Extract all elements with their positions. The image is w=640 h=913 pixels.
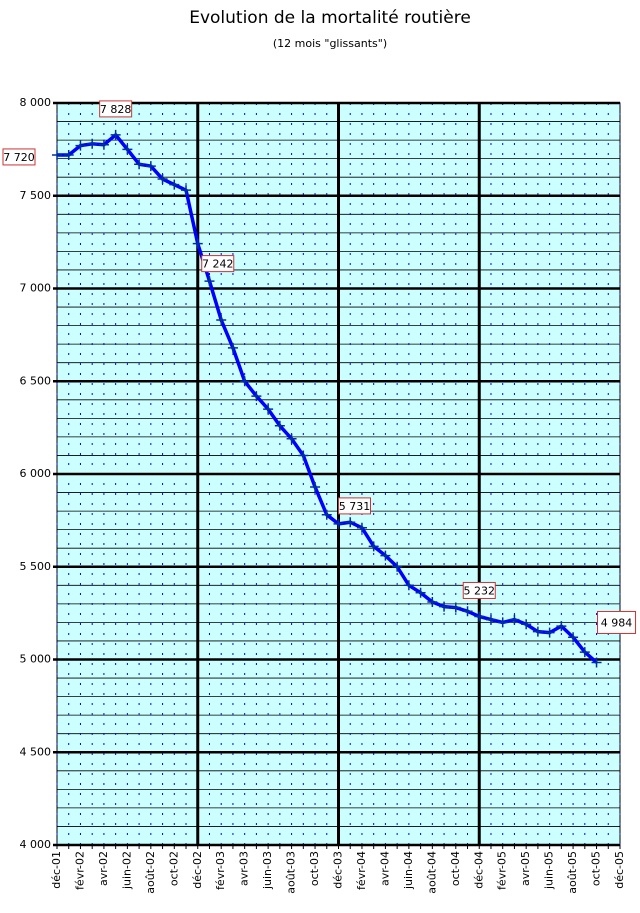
y-tick-label: 5 000: [20, 653, 52, 666]
point-marker: [474, 611, 485, 622]
label-box: [2, 148, 36, 166]
point-marker: [497, 617, 508, 628]
point-marker: [192, 238, 203, 249]
point-marker: [485, 614, 496, 625]
x-tick-label: août-02: [144, 851, 157, 894]
x-tick-label: août-05: [566, 851, 579, 894]
chart-title: Evolution de la mortalité routière: [189, 8, 471, 28]
point-marker: [556, 621, 567, 632]
point-marker: [87, 138, 98, 149]
point-marker: [251, 391, 262, 402]
point-marker: [544, 627, 555, 638]
label-box: [597, 610, 637, 634]
x-tick-label: févr-04: [355, 851, 368, 890]
x-tick-label: déc-05: [613, 851, 626, 889]
x-tick-label: juin-02: [120, 851, 133, 890]
label-box: [99, 100, 133, 118]
point-marker: [263, 404, 274, 415]
x-tick-label: déc-03: [332, 851, 345, 889]
point-marker: [204, 276, 215, 287]
x-tick-label: oct-02: [167, 851, 180, 886]
y-tick-label: 7 500: [20, 189, 52, 202]
x-tick-label: juin-03: [261, 851, 274, 890]
point-marker: [310, 481, 321, 492]
point-marker: [368, 541, 379, 552]
y-tick-label: 4 500: [20, 745, 52, 758]
point-marker: [333, 518, 344, 529]
label-box: [338, 497, 371, 515]
point-marker: [450, 602, 461, 613]
x-tick-label: août-04: [425, 851, 438, 894]
x-tick-label: déc-01: [50, 851, 63, 889]
y-tick-label: 8 000: [20, 96, 52, 109]
x-tick-label: avr-02: [97, 851, 110, 886]
point-marker: [52, 149, 62, 160]
point-marker: [274, 420, 285, 431]
x-tick-label: août-03: [285, 851, 298, 894]
x-tick-label: avr-03: [238, 851, 251, 886]
point-marker: [157, 174, 168, 185]
point-marker: [579, 647, 590, 658]
x-tick-label: févr-05: [496, 851, 509, 890]
point-marker: [239, 376, 250, 387]
point-marker: [145, 161, 156, 172]
data-label: 7 720: [3, 151, 35, 164]
point-marker: [427, 596, 438, 607]
point-marker: [298, 450, 309, 461]
point-marker: [392, 561, 403, 572]
point-marker: [356, 522, 367, 533]
y-tick-label: 6 000: [20, 467, 52, 480]
point-marker: [134, 159, 145, 170]
data-label: 7 828: [100, 103, 132, 116]
point-marker: [181, 185, 192, 196]
label-box: [201, 255, 235, 273]
point-marker: [403, 580, 414, 591]
point-marker: [345, 517, 356, 528]
x-tick-label: avr-05: [519, 851, 532, 886]
y-tick-label: 6 500: [20, 374, 52, 387]
point-marker: [439, 601, 450, 612]
point-marker: [462, 606, 473, 617]
point-marker: [286, 433, 297, 444]
data-label: 7 242: [202, 258, 234, 271]
point-marker: [591, 657, 602, 668]
point-marker: [122, 144, 133, 155]
point-marker: [568, 632, 579, 643]
x-tick-label: avr-04: [378, 851, 391, 886]
x-tick-label: juin-04: [402, 851, 415, 890]
chart-subtitle: (12 mois "glissants"): [273, 37, 387, 50]
point-marker: [110, 129, 121, 140]
data-label: 5 731: [339, 500, 371, 513]
x-tick-label: févr-03: [214, 851, 227, 890]
x-tick-label: juin-05: [543, 851, 556, 890]
point-marker: [75, 140, 86, 151]
y-tick-label: 4 000: [20, 838, 52, 851]
point-marker: [98, 139, 109, 150]
point-marker: [380, 550, 391, 561]
x-tick-label: déc-02: [191, 851, 204, 889]
point-marker: [321, 509, 332, 520]
point-marker: [415, 587, 426, 598]
x-tick-label: oct-04: [449, 851, 462, 886]
point-marker: [63, 149, 74, 160]
data-label: 4 984: [601, 616, 633, 629]
point-marker: [509, 614, 520, 625]
x-tick-label: oct-03: [308, 851, 321, 886]
point-marker: [216, 315, 227, 326]
label-box: [462, 581, 496, 599]
y-tick-label: 5 500: [20, 560, 52, 573]
x-tick-label: févr-02: [73, 851, 86, 890]
y-tick-label: 7 000: [20, 282, 52, 295]
point-marker: [521, 619, 532, 630]
point-marker: [227, 342, 238, 353]
x-tick-label: oct-05: [590, 851, 603, 886]
x-tick-label: déc-04: [472, 851, 485, 889]
point-marker: [532, 626, 543, 637]
point-marker: [169, 179, 180, 190]
data-label: 5 232: [464, 584, 496, 597]
